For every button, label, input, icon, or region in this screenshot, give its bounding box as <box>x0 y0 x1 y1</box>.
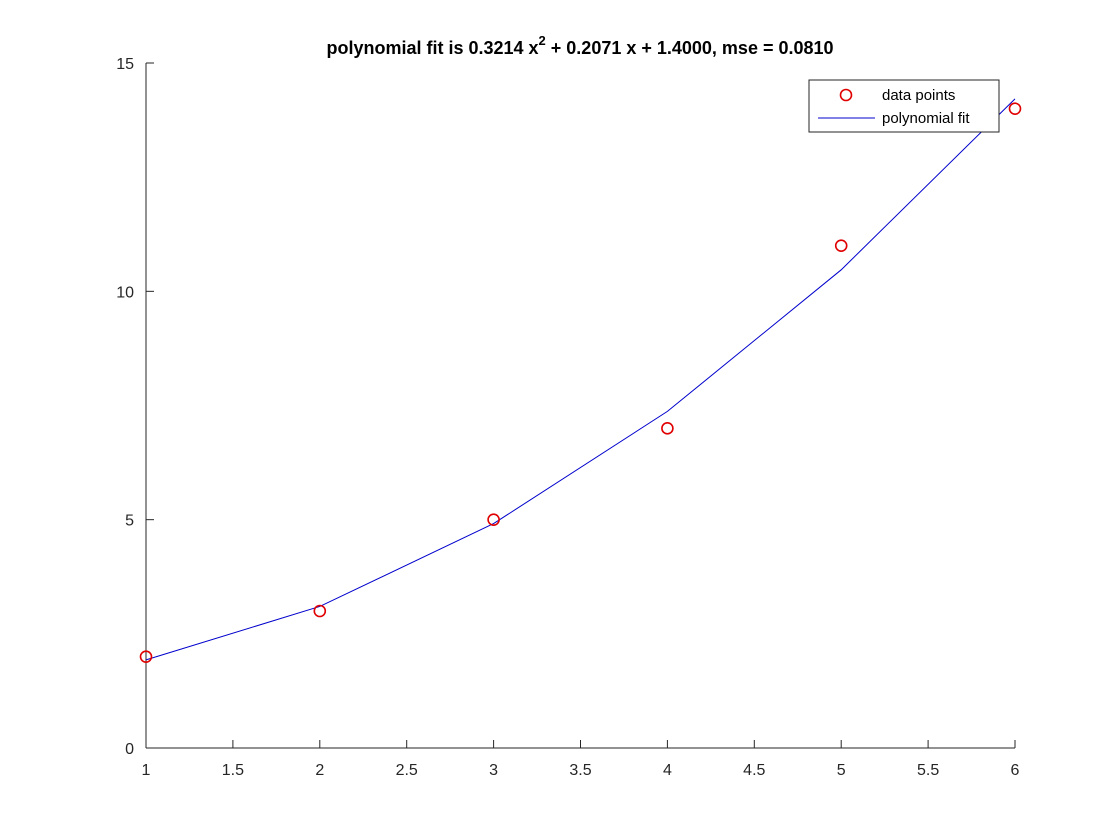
x-tick-label: 5.5 <box>917 762 939 779</box>
title-superscript: 2 <box>539 33 546 48</box>
x-tick-label: 4.5 <box>743 762 765 779</box>
polynomial-fit-series <box>145 98 1016 661</box>
x-tick-label: 2 <box>315 762 324 779</box>
data-point-marker <box>661 422 674 435</box>
y-tick-label: 5 <box>125 513 134 530</box>
legend: data points polynomial fit <box>808 79 1000 133</box>
plot-area: 1 1.5 2 2.5 3 3.5 4 4.5 5 5.5 6 0 5 10 15 <box>116 56 1022 779</box>
x-axis-ticks: 1 1.5 2 2.5 3 3.5 4 4.5 5 5.5 6 <box>142 740 1020 779</box>
polynomial-fit-line <box>145 98 1016 661</box>
x-tick-label: 6 <box>1011 762 1020 779</box>
legend-marker-data-points <box>839 88 853 102</box>
legend-label-polynomial-fit: polynomial fit <box>882 110 970 127</box>
x-tick-label: 3 <box>489 762 498 779</box>
y-tick-label: 0 <box>125 741 134 758</box>
x-tick-label: 5 <box>837 762 846 779</box>
x-tick-label: 2.5 <box>396 762 418 779</box>
data-point-marker <box>834 239 848 252</box>
data-point-marker <box>139 650 153 663</box>
x-tick-label: 4 <box>663 762 672 779</box>
data-points-series <box>139 102 1022 663</box>
data-point-marker <box>1008 102 1022 115</box>
title-suffix: + 0.2071 x + 1.4000, mse = 0.0810 <box>546 38 834 58</box>
y-tick-label: 15 <box>116 56 134 73</box>
x-tick-label: 1 <box>142 762 151 779</box>
title-prefix: polynomial fit is 0.3214 x <box>326 38 538 58</box>
legend-label-data-points: data points <box>882 87 955 104</box>
data-point-marker <box>487 513 500 526</box>
data-point-marker <box>313 604 327 618</box>
chart-title: polynomial fit is 0.3214 x2 + 0.2071 x +… <box>326 33 833 58</box>
y-axis-ticks: 0 5 10 15 <box>116 56 154 758</box>
x-tick-label: 3.5 <box>569 762 591 779</box>
x-tick-label: 1.5 <box>222 762 244 779</box>
y-tick-label: 10 <box>116 284 134 301</box>
legend-box <box>808 79 1000 133</box>
